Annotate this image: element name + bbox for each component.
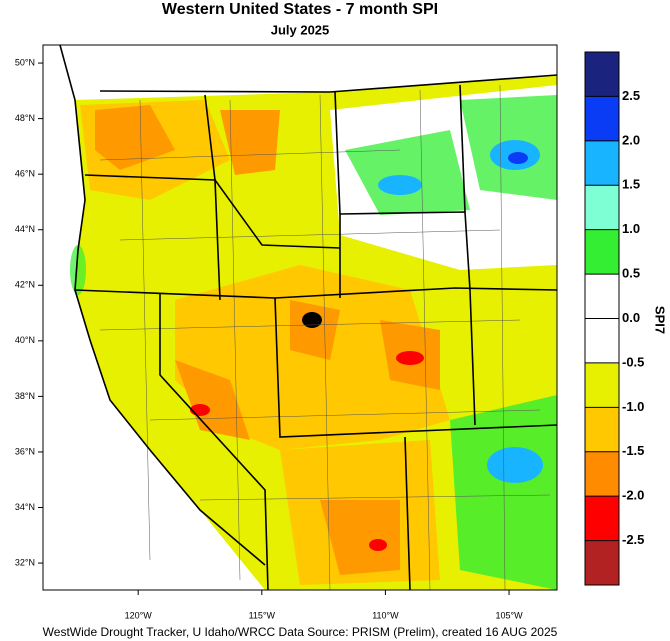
x-tick-label: 115°W xyxy=(249,610,276,620)
y-tick-label: 34°N xyxy=(15,502,35,512)
colorbar-segment xyxy=(585,140,619,186)
y-tick-label: 42°N xyxy=(15,280,35,290)
colorbar-title: SPI7 xyxy=(653,306,668,334)
colorbar-segment xyxy=(585,407,619,452)
x-tick-label: 110°W xyxy=(372,610,399,620)
colorbar-segment xyxy=(585,451,619,497)
colorbar-segment xyxy=(585,229,619,275)
colorbar-label: 2.0 xyxy=(622,132,640,147)
y-tick-label: 48°N xyxy=(15,113,35,123)
y-tick-label: 38°N xyxy=(15,391,35,401)
y-tick-label: 46°N xyxy=(15,169,35,179)
credit: WestWide Drought Tracker, U Idaho/WRCC D… xyxy=(43,625,558,639)
title: Western United States - 7 month SPI xyxy=(162,1,438,18)
colorbar-label: -2.5 xyxy=(622,532,644,547)
x-tick-label: 105°W xyxy=(495,610,523,620)
colorbar-label: -0.5 xyxy=(622,354,644,369)
colorbar-label: 2.5 xyxy=(622,88,640,103)
y-tick-label: 32°N xyxy=(15,557,35,567)
y-tick-label: 50°N xyxy=(15,57,35,67)
y-tick-label: 44°N xyxy=(15,224,35,234)
map-field xyxy=(43,45,557,590)
colorbar-segment xyxy=(585,496,619,541)
colorbar-label: 0.5 xyxy=(622,266,640,281)
colorbar-label: -2.0 xyxy=(622,488,644,503)
colorbar-label: 1.5 xyxy=(622,177,640,192)
colorbar-label: 1.0 xyxy=(622,221,640,236)
colorbar-segment xyxy=(585,52,619,97)
colorbar-segment xyxy=(585,274,619,319)
colorbar-label: -1.5 xyxy=(622,443,644,458)
colorbar-segment xyxy=(585,318,619,363)
colorbar-segment xyxy=(585,185,619,230)
map-frame xyxy=(42,44,558,591)
colorbar-label: -1.0 xyxy=(622,399,644,414)
x-tick-label: 120°W xyxy=(125,610,153,620)
y-tick-label: 36°N xyxy=(15,446,35,456)
colorbar-segment xyxy=(585,362,619,408)
y-tick-label: 40°N xyxy=(15,335,35,345)
colorbar-segment xyxy=(585,96,619,141)
colorbar-segment xyxy=(585,540,619,585)
subtitle: July 2025 xyxy=(271,22,330,37)
colorbar-label: 0.0 xyxy=(622,310,640,325)
